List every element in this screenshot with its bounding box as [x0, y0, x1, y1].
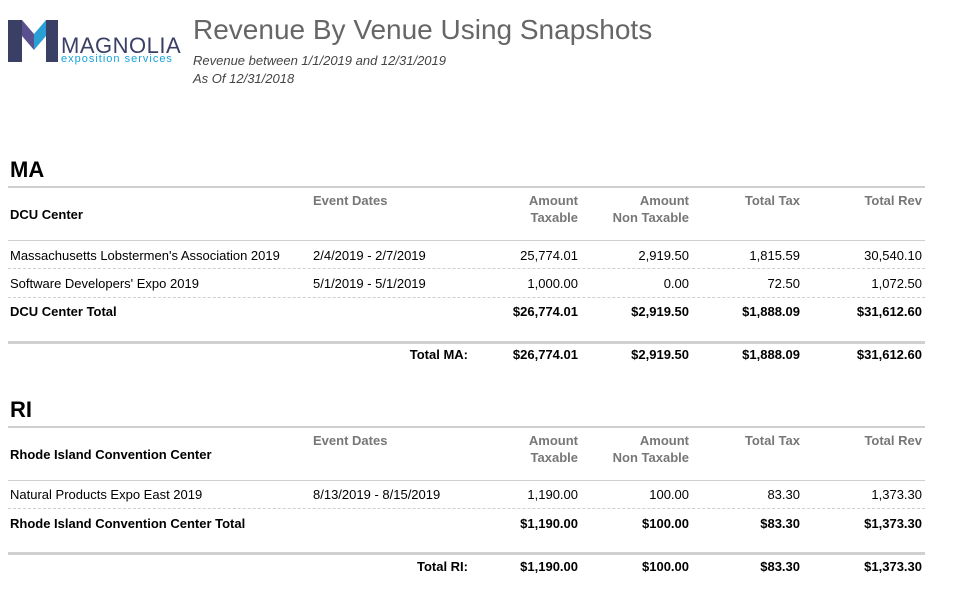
amount-taxable: 1,000.00 [527, 276, 578, 291]
report-date-range: Revenue between 1/1/2019 and 12/31/2019 [193, 53, 446, 68]
section-divider [8, 186, 925, 188]
total-rev: 1,373.30 [871, 487, 922, 502]
col-header-total-tax: Total Tax [744, 193, 800, 208]
venue-total-label: DCU Center Total [10, 304, 117, 319]
event-name: Natural Products Expo East 2019 [10, 487, 203, 502]
venue-total-tax: $1,888.09 [742, 304, 800, 319]
total-tax: 1,815.59 [749, 248, 800, 263]
state-total-tax: $83.30 [760, 559, 800, 574]
state-total-non-taxable: $100.00 [642, 559, 689, 574]
state-total-non-taxable: $2,919.50 [631, 347, 689, 362]
col-header-total-rev: Total Rev [864, 193, 922, 208]
report-as-of: As Of 12/31/2018 [193, 71, 295, 86]
event-name: Massachusetts Lobstermen's Association 2… [10, 248, 280, 263]
venue-name: DCU Center [10, 207, 83, 222]
venue-total-non-taxable: $100.00 [642, 516, 689, 531]
state-total-rev: $31,612.60 [856, 347, 922, 362]
row-divider [8, 297, 925, 298]
col-header-total-rev: Total Rev [864, 433, 922, 448]
total-tax: 72.50 [767, 276, 800, 291]
venue-total-tax: $83.30 [760, 516, 800, 531]
state-heading: MA [10, 157, 45, 182]
venue-total-taxable: $26,774.01 [512, 304, 578, 319]
event-dates: 2/4/2019 - 2/7/2019 [313, 248, 426, 263]
total-rev: 30,540.10 [864, 248, 922, 263]
state-total-taxable: $26,774.01 [512, 347, 578, 362]
col-header-event-dates: Event Dates [313, 433, 388, 448]
state-total-tax: $1,888.09 [742, 347, 800, 362]
amount-non-taxable: 0.00 [663, 276, 689, 291]
total-tax: 83.30 [767, 487, 800, 502]
venue-total-label: Rhode Island Convention Center Total [10, 516, 246, 531]
total-rev: 1,072.50 [871, 276, 922, 291]
state-total-label: Total RI: [416, 559, 468, 574]
event-dates: 8/13/2019 - 8/15/2019 [313, 487, 441, 502]
state-heading: RI [10, 397, 32, 422]
state-total-divider [8, 552, 925, 555]
state-total-label: Total MA: [409, 347, 468, 362]
state-total-rev: $1,373.30 [864, 559, 922, 574]
col-header-amount-non-taxable: Amount Non Taxable [612, 433, 689, 465]
event-dates: 5/1/2019 - 5/1/2019 [313, 276, 426, 291]
col-header-amount-non-taxable: Amount Non Taxable [612, 193, 689, 225]
venue-total-non-taxable: $2,919.50 [631, 304, 689, 319]
section-divider [8, 426, 925, 428]
venue-total-taxable: $1,190.00 [520, 516, 578, 531]
venue-total-rev: $31,612.60 [856, 304, 922, 319]
event-name: Software Developers' Expo 2019 [10, 276, 199, 291]
header-divider [8, 480, 925, 481]
col-header-amount-taxable: Amount Taxable [528, 433, 578, 465]
logo-wordmark: MAGNOLIA [61, 33, 182, 58]
row-divider [8, 268, 925, 269]
report-title: Revenue By Venue Using Snapshots [193, 14, 653, 45]
amount-non-taxable: 100.00 [649, 487, 689, 502]
col-header-total-tax: Total Tax [744, 433, 800, 448]
state-total-divider [8, 341, 925, 344]
amount-taxable: 25,774.01 [520, 248, 578, 263]
venue-total-rev: $1,373.30 [864, 516, 922, 531]
col-header-event-dates: Event Dates [313, 193, 388, 208]
venue-name: Rhode Island Convention Center [10, 447, 212, 462]
header-divider [8, 240, 925, 241]
amount-taxable: 1,190.00 [527, 487, 578, 502]
col-header-amount-taxable: Amount Taxable [528, 193, 578, 225]
logo-tagline: exposition services [61, 53, 173, 65]
row-divider [8, 508, 925, 509]
state-total-taxable: $1,190.00 [520, 559, 578, 574]
amount-non-taxable: 2,919.50 [638, 248, 689, 263]
company-logo: MAGNOLIA exposition services [8, 16, 188, 66]
magnolia-logo-icon [8, 20, 58, 62]
